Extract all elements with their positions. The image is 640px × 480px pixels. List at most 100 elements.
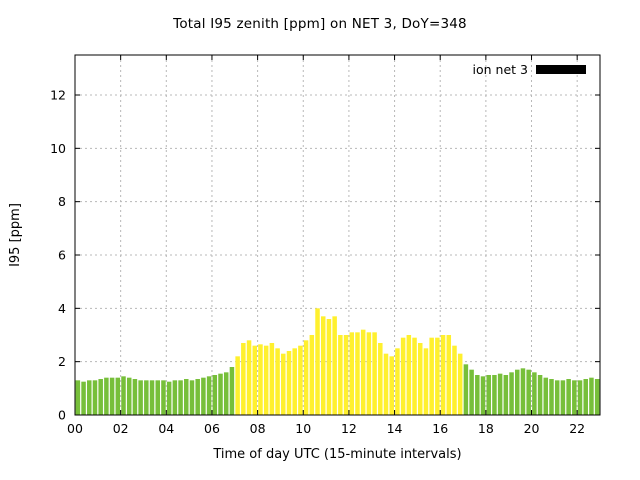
bars [75,308,600,415]
x-tick-label: 04 [158,421,174,436]
x-tick-label: 06 [204,421,220,436]
bar [594,379,600,415]
bar [554,380,560,415]
bar [486,375,491,415]
bar [315,308,320,415]
bar [532,372,537,415]
bar [589,377,594,415]
x-tick-label: 08 [250,421,266,436]
bar [452,345,457,415]
bar [400,337,406,415]
bar [326,319,332,415]
bar [349,332,355,415]
bar [172,380,178,415]
bar [75,380,81,415]
bar [218,373,223,415]
bar [258,344,263,415]
bar [378,343,383,415]
bar [475,375,480,415]
bar [566,379,571,415]
y-tick-label: 0 [58,408,66,423]
bar [429,337,434,415]
x-tick-label: 12 [341,421,357,436]
y-tick-label: 10 [50,141,66,156]
legend-label: ion net 3 [473,62,528,77]
bar [166,381,172,415]
x-tick-label: 02 [113,421,129,436]
legend-swatch [536,65,586,74]
bar [492,375,497,415]
y-tick-label: 12 [50,88,66,103]
bar [343,335,349,415]
x-tick-label: 20 [524,421,540,436]
bar [417,343,423,415]
bar [303,340,309,415]
bar [372,332,377,415]
bar [423,348,429,415]
bar [269,343,275,415]
bar [406,335,412,415]
x-tick-label: 00 [67,421,83,436]
bar [503,375,509,415]
y-tick-label: 4 [58,301,66,316]
bar [275,348,280,415]
bar [549,379,554,415]
bar [480,376,486,415]
bar [81,381,86,415]
x-axis-label: Time of day UTC (15-minute intervals) [213,447,462,462]
bar [155,380,160,415]
y-tick-label: 6 [58,248,66,263]
x-tick-label: 10 [295,421,311,436]
bar [572,380,577,415]
bar [537,375,543,415]
bar [281,353,286,415]
bar [309,335,315,415]
x-tick-label: 14 [387,421,403,436]
y-tick-label: 8 [58,194,66,209]
bar [115,377,121,415]
bar [560,380,566,415]
bar [92,380,98,415]
bar [144,380,149,415]
bar [184,379,189,415]
bar [332,316,337,415]
bar [235,356,240,415]
bar [497,373,503,415]
bar [87,380,92,415]
plot-border [74,54,601,416]
x-tick-label: 18 [478,421,494,436]
bar [412,337,417,415]
bar [229,367,235,415]
bar [446,335,452,415]
bar [360,329,366,415]
bar [469,369,474,415]
bar [98,379,103,415]
bar [246,340,252,415]
bar [435,337,440,415]
bar [189,380,195,415]
bar [121,376,126,415]
bar [395,348,400,415]
bar [320,316,326,415]
bar [583,379,588,415]
bar [298,345,303,415]
bar [195,379,200,415]
bar [212,375,218,415]
bar [161,380,166,415]
bar [223,372,229,415]
bar [252,345,258,415]
bar [126,377,132,415]
bar [138,380,143,415]
bar [178,380,183,415]
bar [515,369,520,415]
bar [389,356,394,415]
bar [201,377,206,415]
axes [74,54,601,416]
bar [543,377,549,415]
bar [509,372,514,415]
bar [577,380,583,415]
chart-title: Total I95 zenith [ppm] on NET 3, DoY=348 [173,16,467,32]
